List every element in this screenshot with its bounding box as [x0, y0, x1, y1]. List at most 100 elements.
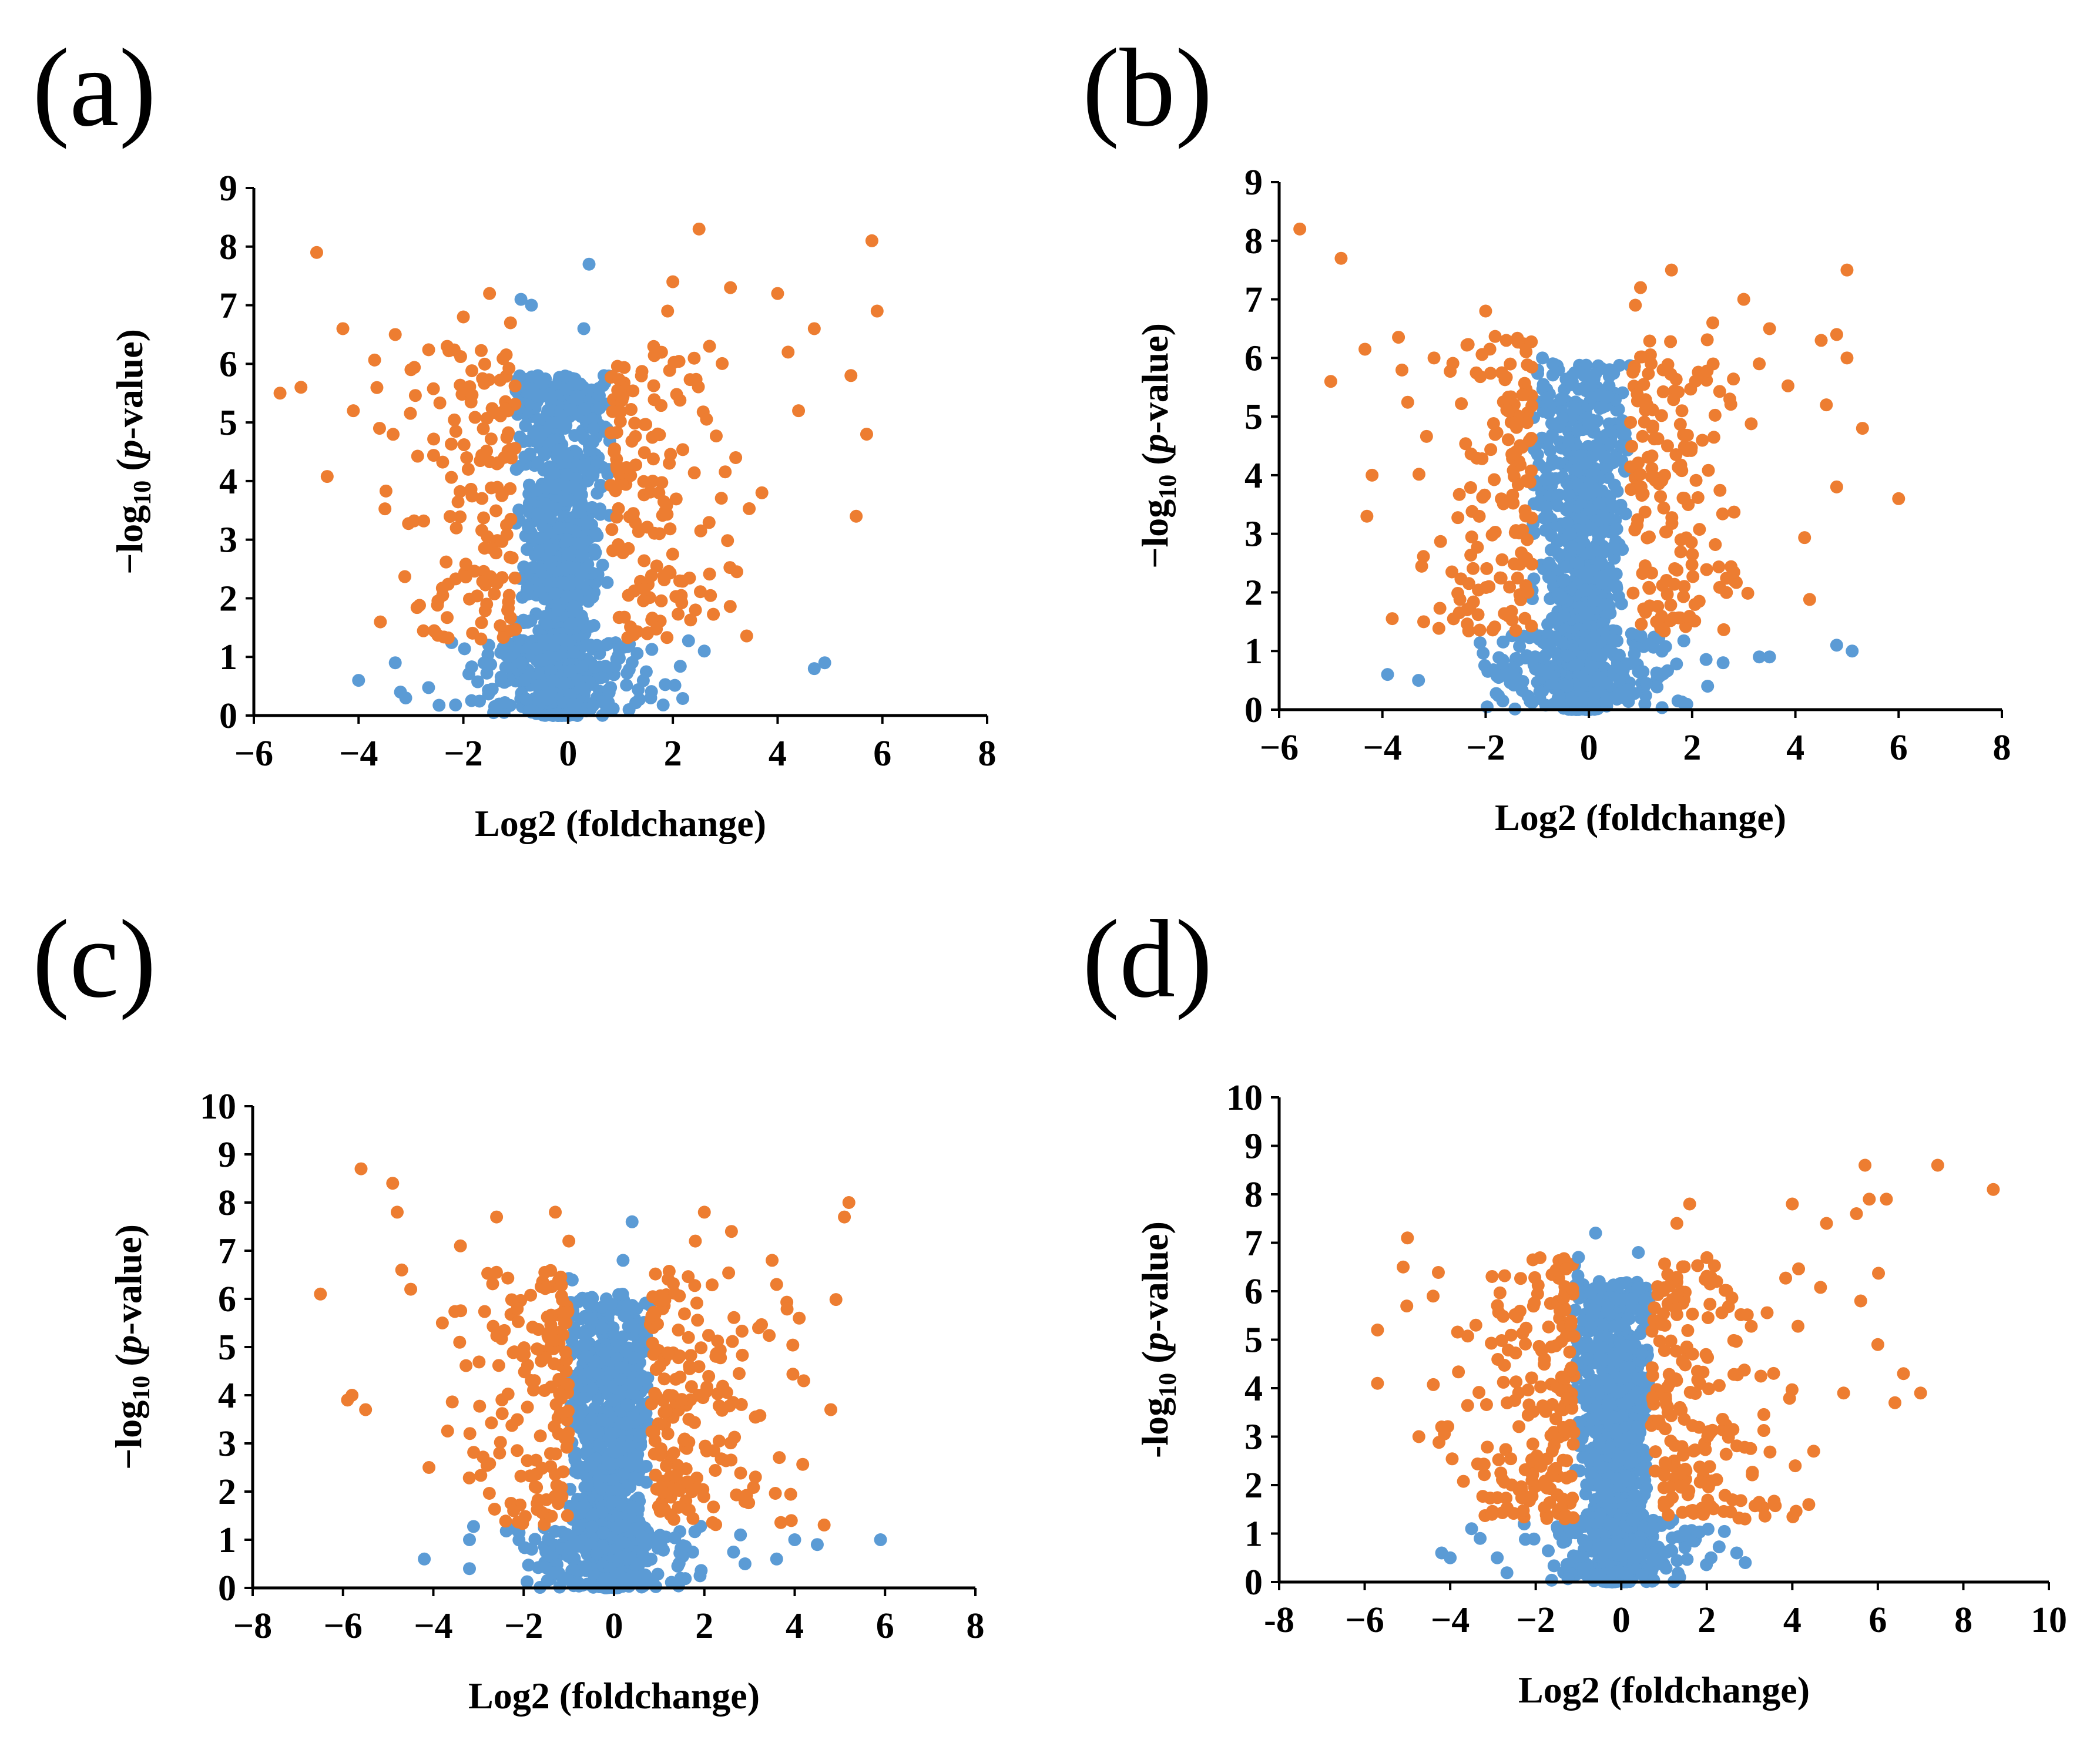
data-point	[1503, 580, 1517, 594]
data-point	[1656, 385, 1670, 398]
data-point	[697, 644, 711, 658]
data-point	[1434, 535, 1447, 548]
data-point	[561, 1509, 574, 1523]
data-point	[605, 1426, 618, 1440]
data-point	[719, 465, 732, 479]
data-point	[566, 698, 580, 711]
data-point	[583, 1312, 596, 1325]
data-point	[575, 565, 589, 578]
data-point	[495, 1407, 509, 1420]
data-point	[404, 407, 417, 420]
data-point	[494, 1436, 507, 1449]
data-point	[1716, 656, 1730, 670]
data-point	[573, 503, 587, 516]
data-point	[1589, 367, 1602, 380]
data-point	[1552, 456, 1566, 470]
data-point	[807, 662, 821, 676]
data-point	[387, 428, 400, 441]
data-point	[645, 1553, 658, 1566]
data-point	[1727, 372, 1740, 386]
data-point	[623, 510, 636, 523]
data-point	[663, 456, 676, 470]
y-tick-label: 7	[219, 286, 237, 326]
data-point	[1537, 378, 1550, 391]
data-point	[700, 412, 713, 426]
data-point	[517, 560, 531, 574]
data-point	[1677, 590, 1690, 603]
data-point	[1629, 298, 1642, 312]
data-point	[373, 422, 386, 435]
data-point	[441, 611, 454, 624]
data-point	[669, 492, 683, 506]
data-point	[670, 388, 683, 401]
data-point	[563, 688, 577, 701]
y-title-subscript: 10	[1155, 475, 1182, 499]
data-point	[562, 1426, 575, 1440]
data-point	[661, 1427, 675, 1440]
data-point	[378, 502, 392, 516]
data-point	[1652, 477, 1666, 491]
data-point	[735, 1324, 749, 1338]
data-point	[518, 1348, 531, 1361]
data-point	[1643, 599, 1656, 613]
data-point	[1492, 651, 1506, 664]
x-tick-label: −6	[234, 734, 273, 774]
data-point	[449, 572, 462, 586]
y-tick-label: 2	[1244, 573, 1263, 613]
data-point	[1565, 378, 1579, 391]
data-point	[780, 1302, 794, 1316]
y-tick-label: 6	[219, 344, 237, 384]
data-point	[1524, 431, 1538, 445]
data-point	[586, 1510, 599, 1523]
data-point	[555, 1278, 568, 1292]
data-point	[1634, 281, 1647, 294]
data-point	[474, 1469, 488, 1482]
data-point	[743, 502, 756, 515]
data-point	[1595, 526, 1609, 539]
data-point	[1562, 434, 1575, 447]
data-point	[499, 348, 513, 362]
data-point	[585, 1412, 599, 1426]
y-axis-title: −log10 (p-value)	[109, 329, 156, 575]
data-point	[475, 616, 488, 630]
data-point	[609, 1445, 622, 1459]
data-point	[404, 363, 418, 377]
data-point	[579, 1328, 593, 1342]
data-point	[504, 482, 517, 495]
data-point	[684, 1349, 697, 1362]
data-point	[1633, 468, 1647, 481]
data-point	[1657, 501, 1670, 515]
data-point	[504, 550, 517, 564]
data-point	[1716, 507, 1729, 520]
y-axis-title: −log10 (p-value)	[1134, 323, 1182, 569]
data-point	[621, 1299, 635, 1313]
axes-layer	[246, 187, 988, 724]
data-point	[1507, 496, 1520, 510]
data-point	[645, 685, 658, 698]
data-point	[539, 372, 552, 386]
data-point	[657, 1372, 671, 1386]
data-point	[1516, 388, 1529, 402]
data-point	[647, 340, 660, 353]
data-point	[591, 1367, 605, 1381]
data-point	[670, 1459, 684, 1472]
data-point	[1830, 328, 1843, 341]
data-point	[683, 373, 697, 387]
data-point	[1525, 464, 1538, 478]
data-point	[1579, 606, 1592, 620]
data-point	[1700, 333, 1714, 347]
data-point	[636, 674, 650, 687]
data-point	[1462, 624, 1475, 637]
data-point	[1670, 657, 1683, 671]
data-point	[556, 576, 570, 590]
panel-b: (b) −6 −4 −2 0 2 4 6 8 0 1 2 3 4 5 6 7 8 9 Log2 (foldchang…	[1050, 0, 2100, 871]
data-point	[487, 1319, 500, 1333]
data-point	[1603, 644, 1616, 657]
data-point	[1753, 650, 1766, 664]
data-point	[616, 1287, 629, 1301]
data-point	[526, 1321, 539, 1334]
data-point	[1571, 424, 1585, 437]
data-point	[445, 437, 458, 451]
data-point	[471, 589, 484, 603]
